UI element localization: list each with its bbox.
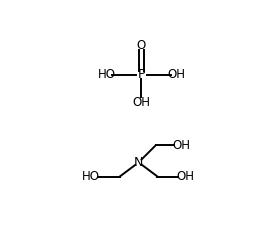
Text: O: O	[137, 39, 146, 52]
Text: OH: OH	[176, 170, 194, 183]
Text: OH: OH	[172, 139, 191, 152]
Text: OH: OH	[132, 96, 150, 109]
Text: OH: OH	[167, 68, 185, 81]
Text: HO: HO	[82, 170, 100, 183]
Text: N: N	[134, 156, 143, 169]
Text: P: P	[138, 68, 145, 81]
Text: HO: HO	[98, 68, 116, 81]
